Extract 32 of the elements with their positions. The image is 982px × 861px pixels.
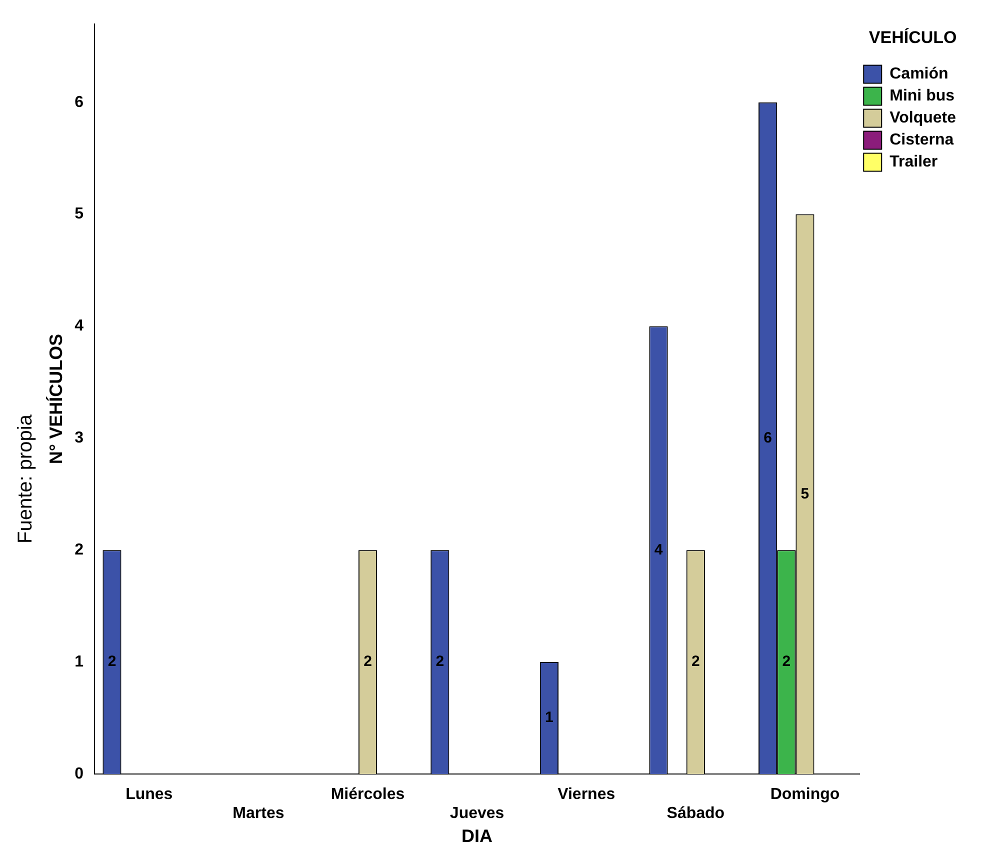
data-label: 1 — [545, 709, 554, 726]
x-tick-label: Miércoles — [330, 786, 405, 804]
data-label: 2 — [364, 653, 372, 670]
data-label: 4 — [654, 541, 664, 558]
legend-label: Volquete — [890, 110, 956, 127]
x-axis-title: DIA — [462, 826, 493, 846]
y-axis-title: N° VEHÍCULOS — [46, 334, 66, 464]
y-tick-label: 5 — [74, 206, 84, 223]
data-label: 5 — [800, 485, 810, 502]
legend-label: Cisterna — [890, 132, 954, 149]
y-tick-label: 0 — [74, 765, 84, 782]
legend-title: VEHÍCULO — [868, 27, 957, 48]
source-note: Fuente: propia — [14, 414, 37, 544]
x-tick-label: Jueves — [450, 805, 504, 822]
y-tick-label: 2 — [74, 542, 84, 559]
legend-label: Trailer — [890, 154, 938, 171]
legend-label: Mini bus — [890, 88, 955, 105]
x-tick-label: Viernes — [558, 786, 616, 804]
data-label: 2 — [691, 653, 700, 670]
data-label: 2 — [436, 653, 444, 670]
x-tick-label: Lunes — [126, 786, 173, 804]
y-tick-label: 6 — [74, 94, 84, 111]
data-label: 2 — [108, 653, 116, 670]
y-tick-label: 1 — [74, 653, 84, 670]
x-tick-label: Martes — [232, 805, 284, 822]
x-tick-label: Sábado — [666, 805, 725, 822]
data-label: 2 — [782, 653, 791, 670]
legend-label: Camión — [890, 66, 948, 83]
data-label: 6 — [764, 429, 772, 446]
x-tick-label: Domingo — [770, 786, 840, 804]
y-tick-label: 4 — [74, 318, 84, 335]
y-tick-label: 3 — [74, 430, 84, 447]
